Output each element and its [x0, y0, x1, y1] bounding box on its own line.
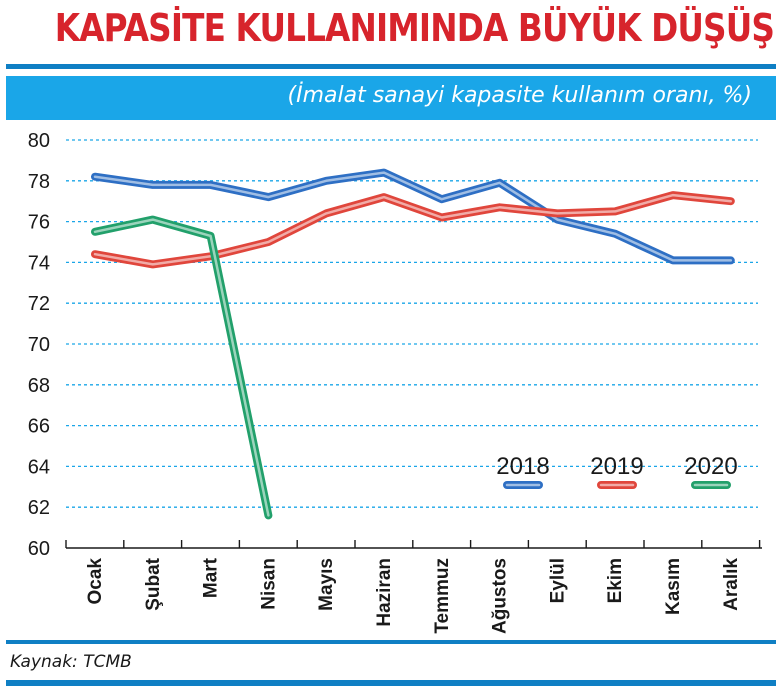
data-point-2019	[439, 215, 445, 221]
data-point-2020	[150, 217, 156, 223]
data-point-2018	[265, 194, 271, 200]
series-2020	[91, 215, 273, 520]
y-tick-label: 74	[28, 252, 50, 274]
y-tick-label: 60	[28, 538, 50, 560]
x-tick-label: Kasım	[663, 558, 684, 615]
data-point-2020	[265, 512, 271, 518]
data-point-2018	[150, 182, 156, 188]
data-point-2018	[323, 178, 329, 184]
legend-item-2020: 2020	[684, 453, 738, 489]
y-tick-label: 64	[28, 456, 50, 478]
x-tick-label: Temmuz	[432, 558, 453, 634]
data-point-2018	[381, 170, 387, 176]
legend-item-2019: 2019	[590, 453, 644, 489]
data-point-2019	[323, 210, 329, 216]
data-point-2019	[265, 239, 271, 245]
y-tick-label: 80	[28, 130, 50, 152]
data-point-2018	[728, 257, 734, 263]
footer-rule-top	[6, 640, 776, 644]
footer-rule-bottom	[6, 680, 776, 686]
x-tick-label: Eylül	[547, 558, 568, 603]
series-lines	[91, 168, 735, 520]
data-point-2019	[381, 194, 387, 200]
data-point-2019	[728, 198, 734, 204]
y-tick-label: 78	[28, 171, 50, 193]
series-2019	[91, 191, 735, 269]
data-point-2018	[612, 231, 618, 237]
data-point-2019	[497, 204, 503, 210]
data-point-2020	[92, 229, 98, 235]
y-tick-labels: 60 62 64 66 68 70 72 74 76 78 80	[28, 130, 50, 560]
data-point-2018	[208, 182, 214, 188]
line-chart: 60 62 64 66 68 70 72 74 76 78 80 Ocak Şubat Mart Nisa…	[28, 130, 762, 634]
data-point-2019	[150, 261, 156, 267]
x-tick-label: Ocak	[85, 558, 106, 605]
legend-label: 2019	[590, 453, 643, 480]
series-line-highlight-2018	[93, 171, 733, 262]
data-point-2019	[670, 192, 676, 198]
x-tick-label: Nisan	[258, 558, 279, 610]
series-line-highlight-2020	[93, 218, 270, 517]
chart-subtitle: (İmalat sanayi kapasite kullanım oranı, …	[287, 83, 752, 108]
x-tick-label: Haziran	[374, 558, 395, 627]
legend-label: 2020	[684, 453, 737, 480]
grid-lines	[66, 139, 758, 508]
title-rule	[6, 64, 776, 69]
y-tick-label: 72	[28, 293, 50, 315]
data-point-2019	[554, 210, 560, 216]
x-tick-label: Mayıs	[316, 558, 337, 611]
page-title: KAPASİTE KULLANIMINDA BÜYÜK DÜŞÜŞ	[54, 6, 775, 50]
y-tick-label: 76	[28, 212, 50, 234]
data-point-2019	[92, 251, 98, 257]
x-tick-label: Şubat	[143, 557, 164, 610]
data-point-2018	[92, 174, 98, 180]
data-point-2018	[439, 196, 445, 202]
x-tick-label: Ağustos	[490, 558, 511, 634]
data-point-2019	[612, 208, 618, 214]
data-point-2020	[208, 233, 214, 239]
x-tick-label: Ekim	[605, 558, 626, 603]
subtitle-band: (İmalat sanayi kapasite kullanım oranı, …	[6, 76, 776, 120]
y-tick-label: 70	[28, 334, 50, 356]
data-point-2018	[670, 257, 676, 263]
x-tick-label: Mart	[201, 557, 222, 598]
source-note: Kaynak: TCMB	[10, 652, 132, 672]
x-tick-label: Aralık	[721, 558, 742, 611]
legend: 2018 2019 2020	[496, 453, 738, 489]
y-tick-label: 66	[28, 416, 50, 438]
x-tick-labels: Ocak Şubat Mart Nisan Mayıs Haziran Temmuz Ağus…	[85, 557, 742, 634]
data-point-2018	[554, 217, 560, 223]
data-point-2018	[497, 180, 503, 186]
legend-item-2018: 2018	[496, 453, 550, 489]
legend-label: 2018	[496, 453, 549, 480]
series-line-highlight-2019	[93, 193, 733, 266]
y-tick-label: 62	[28, 497, 50, 519]
x-axis	[65, 540, 762, 549]
series-2018	[91, 168, 735, 265]
y-tick-label: 68	[28, 375, 50, 397]
